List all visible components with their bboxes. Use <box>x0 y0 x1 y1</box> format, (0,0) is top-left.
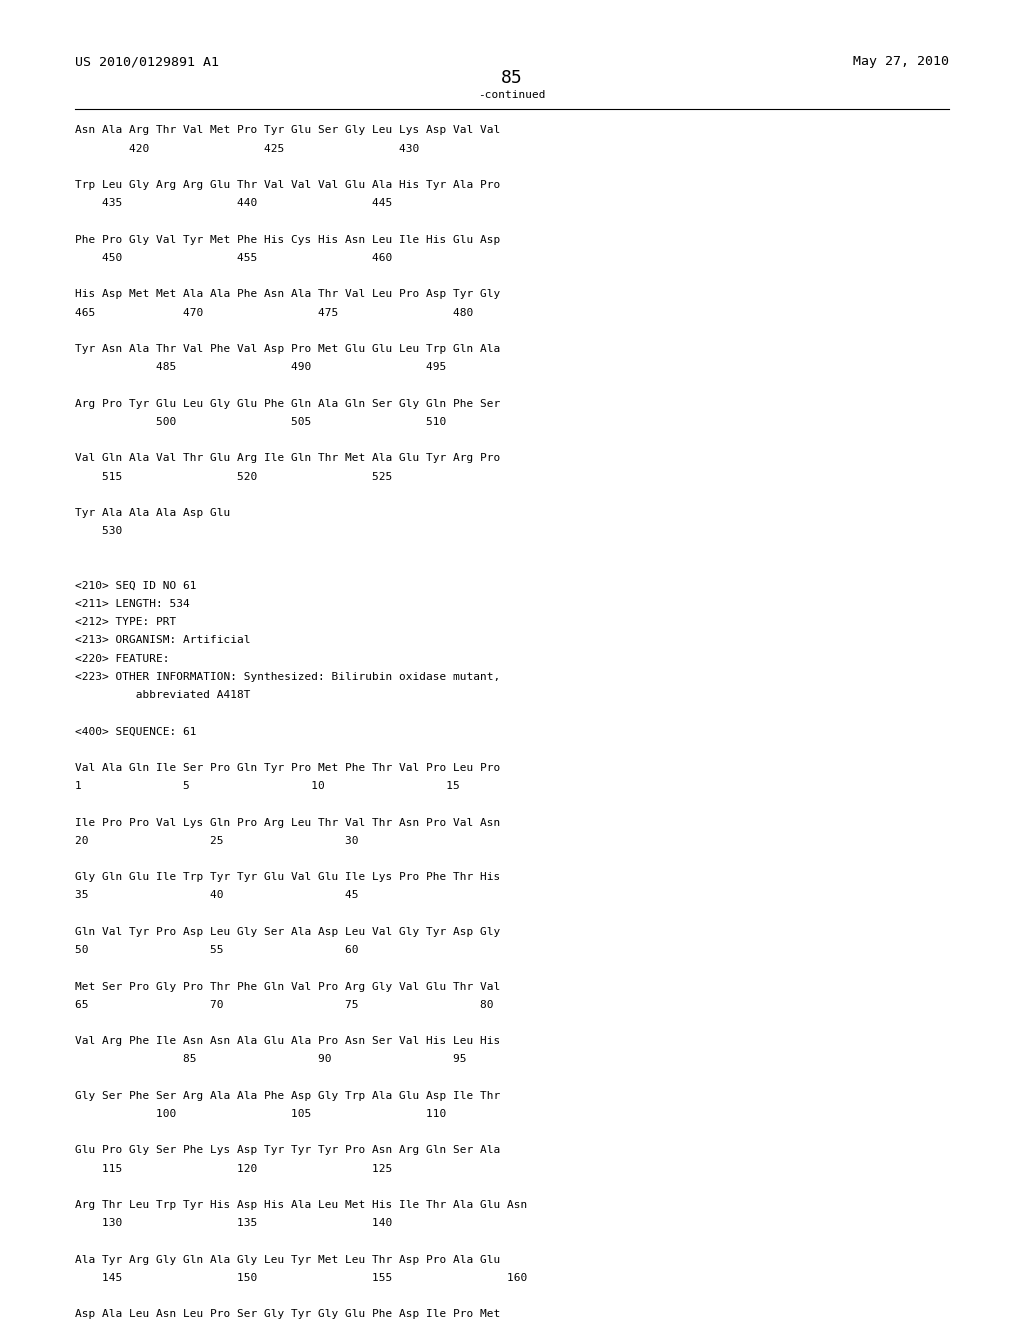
Text: <223> OTHER INFORMATION: Synthesized: Bilirubin oxidase mutant,: <223> OTHER INFORMATION: Synthesized: Bi… <box>75 672 500 682</box>
Text: 530: 530 <box>75 527 122 536</box>
Text: Glu Pro Gly Ser Phe Lys Asp Tyr Tyr Tyr Pro Asn Arg Gln Ser Ala: Glu Pro Gly Ser Phe Lys Asp Tyr Tyr Tyr … <box>75 1146 500 1155</box>
Text: <211> LENGTH: 534: <211> LENGTH: 534 <box>75 599 189 609</box>
Text: Tyr Asn Ala Thr Val Phe Val Asp Pro Met Glu Glu Leu Trp Gln Ala: Tyr Asn Ala Thr Val Phe Val Asp Pro Met … <box>75 345 500 354</box>
Text: May 27, 2010: May 27, 2010 <box>853 55 949 69</box>
Text: <213> ORGANISM: Artificial: <213> ORGANISM: Artificial <box>75 635 250 645</box>
Text: 85                  90                  95: 85 90 95 <box>75 1055 466 1064</box>
Text: 465             470                 475                 480: 465 470 475 480 <box>75 308 473 318</box>
Text: Gly Ser Phe Ser Arg Ala Ala Phe Asp Gly Trp Ala Glu Asp Ile Thr: Gly Ser Phe Ser Arg Ala Ala Phe Asp Gly … <box>75 1090 500 1101</box>
Text: Val Arg Phe Ile Asn Asn Ala Glu Ala Pro Asn Ser Val His Leu His: Val Arg Phe Ile Asn Asn Ala Glu Ala Pro … <box>75 1036 500 1047</box>
Text: 145                 150                 155                 160: 145 150 155 160 <box>75 1272 527 1283</box>
Text: abbreviated A418T: abbreviated A418T <box>75 690 250 700</box>
Text: <212> TYPE: PRT: <212> TYPE: PRT <box>75 618 176 627</box>
Text: -continued: -continued <box>478 90 546 100</box>
Text: Arg Pro Tyr Glu Leu Gly Glu Phe Gln Ala Gln Ser Gly Gln Phe Ser: Arg Pro Tyr Glu Leu Gly Glu Phe Gln Ala … <box>75 399 500 409</box>
Text: Val Gln Ala Val Thr Glu Arg Ile Gln Thr Met Ala Glu Tyr Arg Pro: Val Gln Ala Val Thr Glu Arg Ile Gln Thr … <box>75 453 500 463</box>
Text: Gln Val Tyr Pro Asp Leu Gly Ser Ala Asp Leu Val Gly Tyr Asp Gly: Gln Val Tyr Pro Asp Leu Gly Ser Ala Asp … <box>75 927 500 937</box>
Text: 20                  25                  30: 20 25 30 <box>75 836 358 846</box>
Text: Ile Pro Pro Val Lys Gln Pro Arg Leu Thr Val Thr Asn Pro Val Asn: Ile Pro Pro Val Lys Gln Pro Arg Leu Thr … <box>75 817 500 828</box>
Text: 500                 505                 510: 500 505 510 <box>75 417 446 426</box>
Text: 50                  55                  60: 50 55 60 <box>75 945 358 956</box>
Text: Trp Leu Gly Arg Arg Glu Thr Val Val Val Glu Ala His Tyr Ala Pro: Trp Leu Gly Arg Arg Glu Thr Val Val Val … <box>75 180 500 190</box>
Text: 130                 135                 140: 130 135 140 <box>75 1218 392 1229</box>
Text: 450                 455                 460: 450 455 460 <box>75 253 392 263</box>
Text: Asp Ala Leu Asn Leu Pro Ser Gly Tyr Gly Glu Phe Asp Ile Pro Met: Asp Ala Leu Asn Leu Pro Ser Gly Tyr Gly … <box>75 1309 500 1320</box>
Text: <220> FEATURE:: <220> FEATURE: <box>75 653 169 664</box>
Text: Gly Gln Glu Ile Trp Tyr Tyr Glu Val Glu Ile Lys Pro Phe Thr His: Gly Gln Glu Ile Trp Tyr Tyr Glu Val Glu … <box>75 873 500 882</box>
Text: 1               5                  10                  15: 1 5 10 15 <box>75 781 460 791</box>
Text: Ala Tyr Arg Gly Gln Ala Gly Leu Tyr Met Leu Thr Asp Pro Ala Glu: Ala Tyr Arg Gly Gln Ala Gly Leu Tyr Met … <box>75 1255 500 1265</box>
Text: Tyr Ala Ala Ala Asp Glu: Tyr Ala Ala Ala Asp Glu <box>75 508 230 517</box>
Text: Phe Pro Gly Val Tyr Met Phe His Cys His Asn Leu Ile His Glu Asp: Phe Pro Gly Val Tyr Met Phe His Cys His … <box>75 235 500 244</box>
Text: 85: 85 <box>501 69 523 87</box>
Text: 485                 490                 495: 485 490 495 <box>75 362 446 372</box>
Text: 515                 520                 525: 515 520 525 <box>75 471 392 482</box>
Text: <400> SEQUENCE: 61: <400> SEQUENCE: 61 <box>75 726 197 737</box>
Text: 65                  70                  75                  80: 65 70 75 80 <box>75 999 494 1010</box>
Text: <210> SEQ ID NO 61: <210> SEQ ID NO 61 <box>75 581 197 591</box>
Text: US 2010/0129891 A1: US 2010/0129891 A1 <box>75 55 219 69</box>
Text: 435                 440                 445: 435 440 445 <box>75 198 392 209</box>
Text: 420                 425                 430: 420 425 430 <box>75 144 419 153</box>
Text: His Asp Met Met Ala Ala Phe Asn Ala Thr Val Leu Pro Asp Tyr Gly: His Asp Met Met Ala Ala Phe Asn Ala Thr … <box>75 289 500 300</box>
Text: Met Ser Pro Gly Pro Thr Phe Gln Val Pro Arg Gly Val Glu Thr Val: Met Ser Pro Gly Pro Thr Phe Gln Val Pro … <box>75 982 500 991</box>
Text: Arg Thr Leu Trp Tyr His Asp His Ala Leu Met His Ile Thr Ala Glu Asn: Arg Thr Leu Trp Tyr His Asp His Ala Leu … <box>75 1200 527 1210</box>
Text: 115                 120                 125: 115 120 125 <box>75 1164 392 1173</box>
Text: Val Ala Gln Ile Ser Pro Gln Tyr Pro Met Phe Thr Val Pro Leu Pro: Val Ala Gln Ile Ser Pro Gln Tyr Pro Met … <box>75 763 500 774</box>
Text: Asn Ala Arg Thr Val Met Pro Tyr Glu Ser Gly Leu Lys Asp Val Val: Asn Ala Arg Thr Val Met Pro Tyr Glu Ser … <box>75 125 500 136</box>
Text: 100                 105                 110: 100 105 110 <box>75 1109 446 1119</box>
Text: 35                  40                  45: 35 40 45 <box>75 891 358 900</box>
